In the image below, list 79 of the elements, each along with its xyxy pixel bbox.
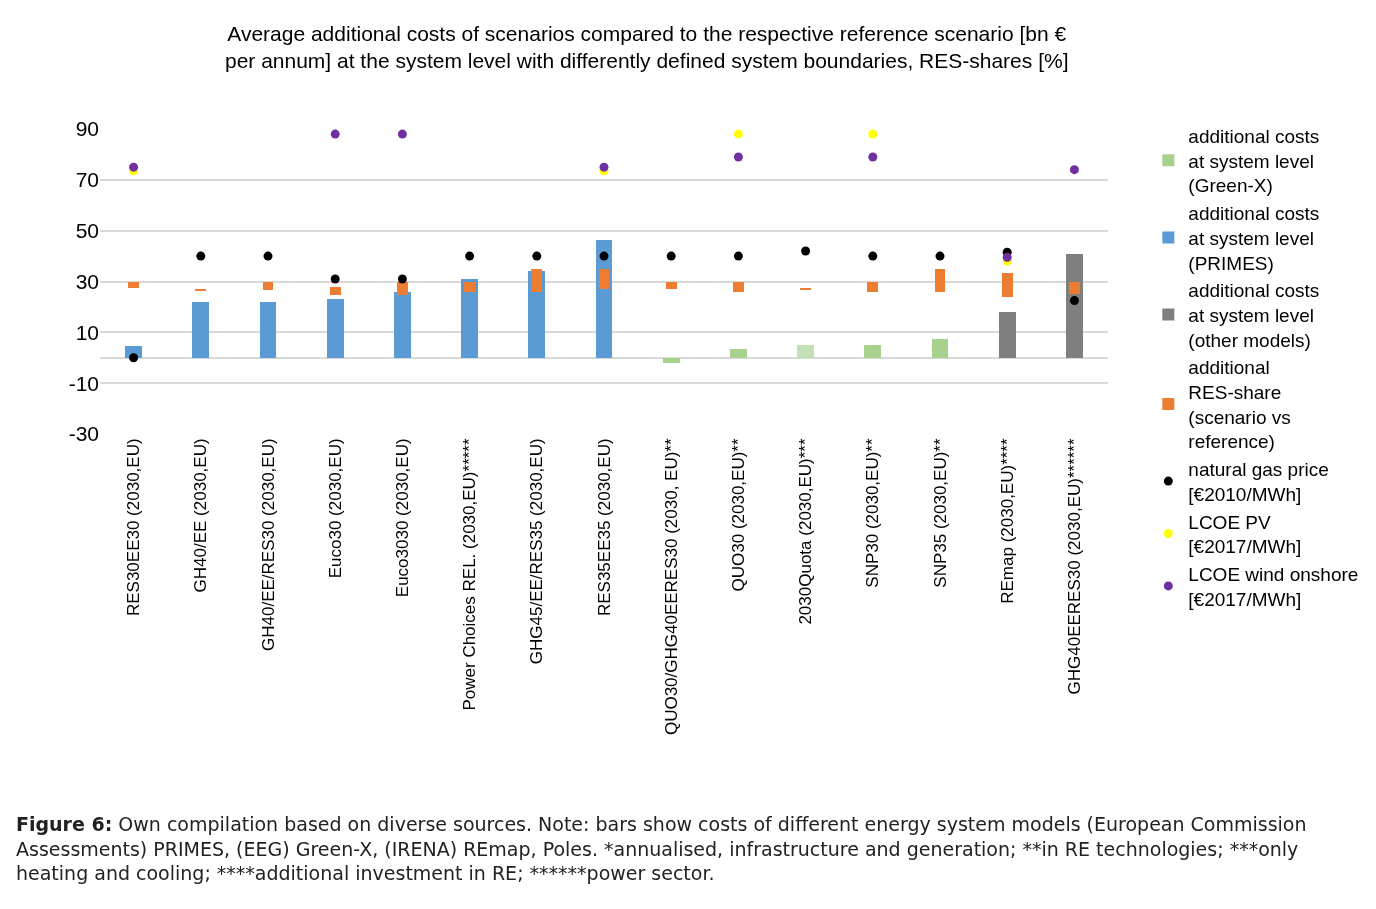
x-tick-label: QUO30 (2030,EU)** — [728, 438, 748, 592]
x-tick-label: 2030Quota (2030,EU)*** — [796, 438, 816, 625]
point — [733, 152, 743, 162]
point — [397, 129, 407, 139]
bar — [531, 269, 542, 292]
y-tick-label: -30 — [68, 422, 99, 446]
bar — [260, 302, 276, 358]
x-tick-label: SNP35 (2030,EU)** — [930, 438, 950, 588]
caption: Figure 6: Own compilation based on diverse sources. Note: bars show costs of different energy system models (European Commission Assessments) PRIMES, (EEG) Green-X, (IRENA) REmap, Poles. *annualised, infrastructure and generation; **in RE technologies; ***only heating and cooling; ****additional investment in RE; ******power sector. — [16, 813, 1307, 885]
legend-label: additional costs at system level (Green-X) — [1188, 126, 1320, 197]
bar — [599, 269, 609, 289]
point — [330, 274, 340, 284]
bar — [394, 292, 411, 358]
point — [465, 251, 475, 261]
bar — [999, 312, 1016, 358]
point — [1069, 165, 1079, 175]
legend-label: additional RES-share (scenario vs reference) — [1188, 357, 1291, 453]
bar — [461, 279, 478, 358]
y-tick-label: 30 — [75, 269, 99, 293]
legend-label: LCOE PV [€2017/MWh] — [1188, 511, 1302, 558]
y-tick-label: 50 — [75, 219, 99, 243]
bar — [192, 302, 209, 358]
y-tick-label: 70 — [75, 168, 99, 192]
point — [666, 251, 676, 261]
point — [1069, 296, 1079, 306]
point — [599, 251, 609, 261]
bar — [797, 345, 814, 358]
bar — [663, 358, 680, 363]
bar — [464, 282, 475, 292]
point — [196, 251, 206, 261]
bar — [128, 282, 139, 288]
bar — [864, 345, 881, 358]
legend-label: additional costs at system level (other models) — [1188, 280, 1320, 351]
point — [129, 162, 139, 172]
bar — [327, 299, 344, 358]
x-tick-label: Euco3030 (2030,EU) — [392, 438, 412, 598]
bar — [397, 282, 408, 295]
x-tick-label: Euco30 (2030,EU) — [325, 438, 345, 579]
legend-label: additional costs at system level (PRIMES) — [1188, 203, 1320, 274]
point — [397, 274, 407, 284]
x-tick-label: GH40/EE (2030,EU) — [191, 438, 211, 593]
point — [868, 129, 878, 139]
x-tick-label: Power Choices REL. (2030,EU)***** — [460, 438, 480, 711]
bar — [867, 282, 878, 292]
x-tick-label: GH40/EE/RES30 (2030,EU) — [258, 438, 278, 652]
bar — [932, 339, 948, 358]
bar — [730, 349, 747, 358]
point — [868, 251, 878, 261]
point — [733, 129, 743, 139]
y-tick-label: -10 — [68, 371, 99, 395]
point — [1002, 252, 1012, 262]
bar — [1069, 282, 1080, 294]
bar — [330, 287, 341, 295]
x-tick-label: RES35EE35 (2030,EU) — [594, 438, 614, 617]
bar — [263, 282, 273, 290]
x-tick-label: GHG45/EE/RES35 (2030,EU) — [527, 438, 547, 665]
point — [532, 251, 542, 261]
y-tick-label: 90 — [75, 117, 99, 141]
bar — [935, 269, 945, 292]
legend-label: natural gas price [€2010/MWh] — [1188, 459, 1329, 505]
point — [935, 251, 945, 261]
legend-label: LCOE wind onshore [€2017/MWh] — [1188, 563, 1359, 610]
point — [263, 251, 273, 261]
x-tick-label: SNP30 (2030,EU)** — [863, 438, 883, 588]
x-tick-label: GHG40EERES30 (2030,EU)****** — [1064, 438, 1084, 695]
chart-title: Average additional costs of scenarios compared to the respective reference scenario [bn € per annum] at the system level with differently defined system boundaries, RES-shares [%] — [224, 21, 1069, 73]
bar — [733, 282, 744, 292]
x-tick-label: REmap (2030,EU)**** — [997, 438, 1017, 604]
point — [599, 162, 609, 172]
point — [129, 353, 139, 363]
point — [733, 251, 743, 261]
bar — [666, 282, 677, 289]
y-tick-label: 10 — [75, 320, 99, 344]
point — [801, 246, 811, 256]
point — [868, 152, 878, 162]
bar — [1002, 273, 1013, 297]
x-tick-label: RES30EE30 (2030,EU) — [124, 438, 144, 617]
point — [330, 129, 340, 139]
x-tick-label: QUO30/GHG40EERES30 (2030, EU)** — [661, 438, 681, 736]
